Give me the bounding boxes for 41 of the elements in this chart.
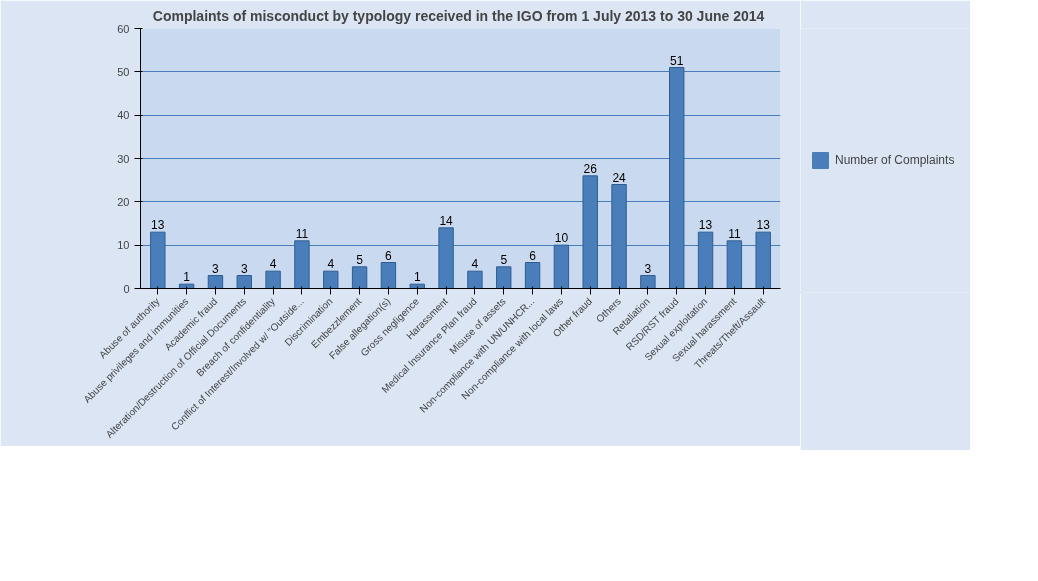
y-tick-label: 30 bbox=[117, 152, 130, 165]
bar bbox=[207, 275, 224, 289]
data-label: 13 bbox=[698, 218, 713, 233]
y-tick-label: 60 bbox=[117, 22, 130, 35]
bar bbox=[351, 266, 368, 289]
y-tick-label: 0 bbox=[123, 282, 130, 295]
data-label: 4 bbox=[269, 257, 277, 272]
bar bbox=[524, 262, 541, 289]
data-label: 3 bbox=[644, 261, 652, 276]
y-tick-label: 40 bbox=[117, 109, 130, 122]
data-label: 13 bbox=[151, 218, 165, 233]
data-label: 11 bbox=[728, 226, 741, 241]
data-label: 4 bbox=[471, 257, 479, 272]
data-label: 3 bbox=[240, 261, 248, 276]
bar bbox=[265, 270, 281, 289]
legend-label: Number of Complaints bbox=[835, 153, 955, 167]
data-label: 4 bbox=[327, 257, 335, 272]
y-tick-label: 10 bbox=[117, 239, 130, 252]
data-label: 5 bbox=[500, 252, 508, 267]
data-label: 10 bbox=[554, 231, 569, 246]
bar bbox=[496, 266, 512, 289]
y-tick-label: 20 bbox=[117, 195, 130, 208]
data-label: 24 bbox=[612, 170, 627, 185]
data-label: 6 bbox=[385, 248, 393, 263]
data-label: 51 bbox=[670, 53, 684, 68]
bar bbox=[323, 270, 339, 289]
data-label: 14 bbox=[439, 213, 454, 228]
data-label: 13 bbox=[756, 218, 771, 233]
bar bbox=[640, 275, 656, 289]
data-label: 1 bbox=[183, 270, 191, 285]
data-label: 11 bbox=[295, 226, 309, 241]
data-label: 6 bbox=[529, 248, 537, 263]
y-tick-label: 50 bbox=[117, 65, 130, 78]
data-label: 5 bbox=[356, 252, 364, 267]
chart-title: Complaints of misconduct by typology received in the IGO from 1 July 2013 to 30 June 2014 bbox=[152, 7, 765, 24]
bar bbox=[380, 262, 397, 289]
bar bbox=[467, 270, 483, 289]
data-label: 26 bbox=[583, 161, 598, 176]
bar bbox=[236, 275, 252, 289]
data-label: 3 bbox=[212, 261, 220, 276]
data-label: 1 bbox=[413, 270, 421, 285]
